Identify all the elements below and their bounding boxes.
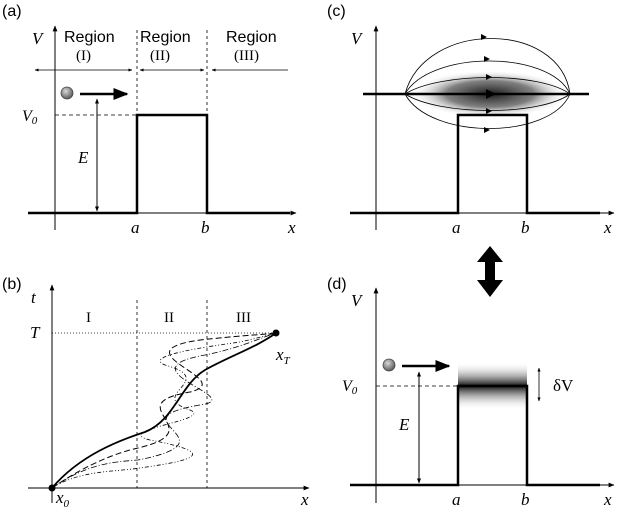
panel-b-region-2: II bbox=[164, 310, 174, 326]
panel-d-label: (d) bbox=[327, 276, 347, 293]
panel-a-region-1-name: Region bbox=[64, 29, 115, 46]
panel-b-x0-label: x0 bbox=[55, 488, 70, 510]
equivalence-double-arrow-icon bbox=[477, 246, 503, 297]
panel-d-delta-v-label: δV bbox=[553, 376, 574, 395]
panel-c-b-label: b bbox=[521, 218, 530, 237]
panel-c-arrowhead-2 bbox=[484, 56, 490, 62]
panel-a-barrier bbox=[28, 113, 290, 215]
panel-c-arrowhead-1 bbox=[481, 34, 487, 40]
panel-b-t-axis-label: t bbox=[31, 288, 37, 307]
panel-a-b-label: b bbox=[201, 218, 210, 237]
panel-a-label: (a) bbox=[2, 3, 22, 20]
panel-c-x-axis-label: x bbox=[603, 218, 612, 237]
panel-d: (d) V x V0 E δV a b bbox=[327, 276, 615, 509]
panel-a-region-2-name: Region bbox=[140, 29, 191, 46]
panel-c-a-label: a bbox=[452, 218, 461, 237]
panel-d-v0-label: V0 bbox=[342, 378, 358, 397]
panel-b-end-point bbox=[272, 329, 280, 337]
panel-c-arrowhead-4 bbox=[486, 89, 496, 99]
panel-a-v0-label: V0 bbox=[22, 108, 38, 127]
panel-c-barrier bbox=[350, 113, 600, 215]
panel-c-label: (c) bbox=[327, 3, 346, 20]
panel-c-v-axis-label: V bbox=[351, 29, 364, 48]
panel-b-start-point bbox=[48, 484, 56, 492]
panel-a-a-label: a bbox=[131, 218, 140, 237]
panel-a-region-3-numeral: (III) bbox=[234, 48, 259, 64]
panel-d-a-label: a bbox=[452, 490, 461, 509]
panel-a-e-label: E bbox=[77, 148, 89, 167]
panel-d-particle-icon bbox=[382, 358, 396, 372]
panel-b-path-2 bbox=[51, 332, 277, 489]
panel-c-path-upper-2 bbox=[404, 60, 571, 95]
panel-b-x-axis-label: x bbox=[300, 490, 309, 509]
panel-b: (b) t x I II III T xT x0 bbox=[2, 276, 310, 510]
panel-b-path-3 bbox=[51, 332, 277, 489]
panel-a-x-axis-label: x bbox=[287, 218, 296, 237]
panel-d-barrier bbox=[350, 384, 600, 487]
panel-c-path-lower-2 bbox=[404, 93, 571, 129]
panel-b-classical-path bbox=[51, 332, 277, 489]
panel-b-region-3: III bbox=[236, 310, 251, 326]
panel-c-arrowhead-6 bbox=[484, 127, 490, 133]
panel-a-region-3-name: Region bbox=[226, 29, 277, 46]
panel-d-v-axis-label: V bbox=[351, 291, 364, 310]
panel-c: (c) V x a b bbox=[327, 3, 615, 237]
panel-d-b-label: b bbox=[521, 490, 530, 509]
panel-c-path-upper-1 bbox=[404, 38, 571, 95]
panel-d-x-axis-label: x bbox=[603, 490, 612, 509]
panel-d-e-label: E bbox=[398, 415, 410, 434]
panel-b-xt-label: xT bbox=[275, 345, 291, 367]
panel-a-particle-icon bbox=[60, 86, 74, 100]
panel-a-region-2-numeral: (II) bbox=[150, 48, 170, 64]
panel-c-arrowhead-5 bbox=[486, 108, 492, 114]
panel-b-t-label: T bbox=[30, 323, 41, 342]
panel-b-region-1: I bbox=[86, 310, 91, 326]
panel-a-v-axis-label: V bbox=[32, 29, 45, 48]
panel-a-region-1-numeral: (I) bbox=[76, 48, 91, 64]
panel-a: (a) V x Region (I) Region (II) Region (I… bbox=[2, 3, 297, 237]
panel-c-arrowhead-3 bbox=[486, 74, 492, 80]
panel-b-path-4 bbox=[51, 332, 277, 489]
panel-b-label: (b) bbox=[2, 276, 22, 293]
